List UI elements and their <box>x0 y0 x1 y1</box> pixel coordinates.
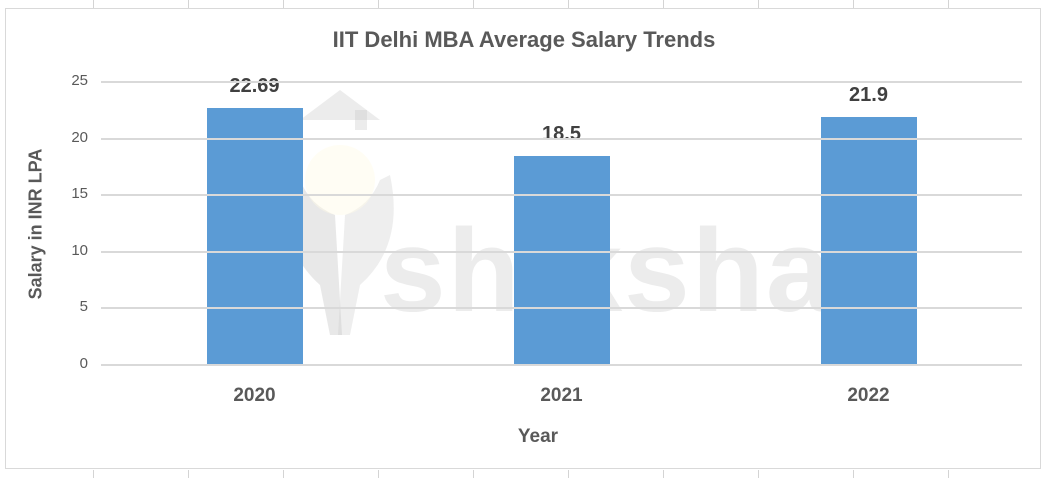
y-tick-label: 0 <box>79 355 88 372</box>
data-label: 22.69 <box>229 75 280 98</box>
cell-border-tick <box>283 0 284 8</box>
y-tick-label: 25 <box>71 72 88 89</box>
cell-border-tick <box>568 470 569 478</box>
cell-border-tick <box>378 470 379 478</box>
cell-border-tick <box>853 0 854 8</box>
chart-title: IIT Delhi MBA Average Salary Trends <box>332 27 716 52</box>
cell-border-tick <box>853 470 854 478</box>
cell-border-tick <box>188 0 189 8</box>
y-tick-label: 5 <box>79 298 88 316</box>
cell-border-tick <box>663 470 664 478</box>
x-tick-label: 2020 <box>233 385 276 406</box>
cell-border-tick <box>473 470 474 478</box>
cell-border-tick <box>663 0 664 8</box>
cell-border-tick <box>283 470 284 478</box>
y-axis-label: Salary in INR LPA <box>25 148 46 300</box>
cell-border-tick <box>378 0 379 8</box>
bar-2021[interactable] <box>513 155 610 365</box>
data-label: 21.9 <box>849 84 888 107</box>
gridline <box>101 81 1022 83</box>
cell-border-tick <box>188 470 189 478</box>
gridline <box>101 194 1022 197</box>
cell-border-tick <box>948 0 949 8</box>
x-tick-label: 2022 <box>847 385 890 406</box>
cell-border-tick <box>93 0 94 8</box>
data-label: 18.5 <box>542 122 581 145</box>
x-tick-label: 2021 <box>540 385 583 406</box>
gridline <box>101 307 1022 310</box>
cell-border-tick <box>568 0 569 8</box>
cell-border-tick <box>948 470 949 478</box>
cell-border-tick <box>758 0 759 8</box>
bar-2020[interactable] <box>206 108 303 365</box>
cell-border-tick <box>473 0 474 8</box>
bar-2022[interactable] <box>820 117 917 365</box>
y-tick-label: 10 <box>71 241 88 259</box>
y-tick-label: 20 <box>71 128 88 146</box>
gridline <box>101 137 1022 140</box>
cell-border-tick <box>758 470 759 478</box>
cell-border-tick <box>93 470 94 478</box>
gridline <box>101 250 1022 253</box>
x-axis-label: Year <box>517 426 559 447</box>
y-tick-label: 15 <box>71 185 88 203</box>
gridline <box>101 364 1022 366</box>
